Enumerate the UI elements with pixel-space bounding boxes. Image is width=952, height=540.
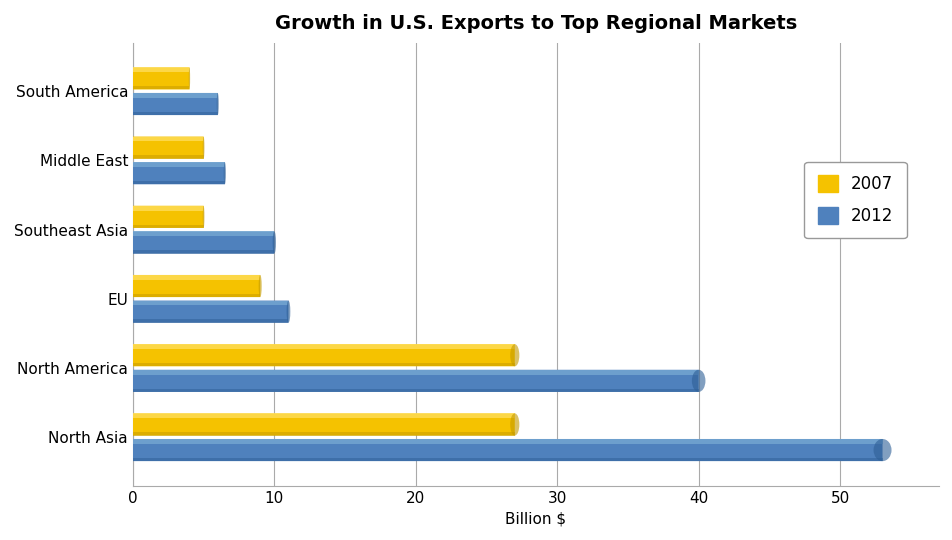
Ellipse shape <box>258 275 262 297</box>
Bar <box>132 68 189 72</box>
FancyBboxPatch shape <box>132 206 204 228</box>
Ellipse shape <box>203 206 205 228</box>
Bar <box>132 112 217 115</box>
FancyBboxPatch shape <box>132 370 698 392</box>
Bar <box>132 432 514 436</box>
Bar <box>132 137 204 141</box>
Bar <box>132 231 274 236</box>
Bar <box>132 414 514 418</box>
Bar <box>132 319 288 323</box>
FancyBboxPatch shape <box>132 231 274 253</box>
Bar <box>132 294 260 297</box>
Legend: 2007, 2012: 2007, 2012 <box>803 162 905 238</box>
FancyBboxPatch shape <box>132 414 514 436</box>
FancyBboxPatch shape <box>132 162 225 184</box>
Ellipse shape <box>509 344 519 366</box>
Bar <box>132 250 274 253</box>
Ellipse shape <box>188 68 190 90</box>
Ellipse shape <box>509 414 519 436</box>
FancyBboxPatch shape <box>132 93 217 115</box>
Bar <box>132 206 204 211</box>
X-axis label: Billion $: Billion $ <box>505 511 565 526</box>
FancyBboxPatch shape <box>132 301 288 323</box>
Bar <box>132 458 882 461</box>
Bar <box>132 93 217 98</box>
Bar <box>132 370 698 375</box>
Bar <box>132 156 204 159</box>
Bar <box>132 181 225 184</box>
Ellipse shape <box>224 162 226 184</box>
Ellipse shape <box>287 301 290 323</box>
Bar <box>132 86 189 90</box>
FancyBboxPatch shape <box>132 68 189 90</box>
Ellipse shape <box>873 439 890 461</box>
Bar <box>132 344 514 349</box>
Title: Growth in U.S. Exports to Top Regional Markets: Growth in U.S. Exports to Top Regional M… <box>274 14 796 33</box>
Ellipse shape <box>203 137 205 159</box>
Ellipse shape <box>216 93 219 115</box>
Ellipse shape <box>691 370 704 392</box>
FancyBboxPatch shape <box>132 137 204 159</box>
Bar <box>132 225 204 228</box>
FancyBboxPatch shape <box>132 275 260 297</box>
FancyBboxPatch shape <box>132 344 514 366</box>
Bar <box>132 389 698 392</box>
Bar <box>132 439 882 444</box>
FancyBboxPatch shape <box>132 439 882 461</box>
Bar <box>132 363 514 366</box>
Bar <box>132 275 260 280</box>
Bar <box>132 162 225 167</box>
Ellipse shape <box>272 231 276 253</box>
Bar <box>132 301 288 306</box>
